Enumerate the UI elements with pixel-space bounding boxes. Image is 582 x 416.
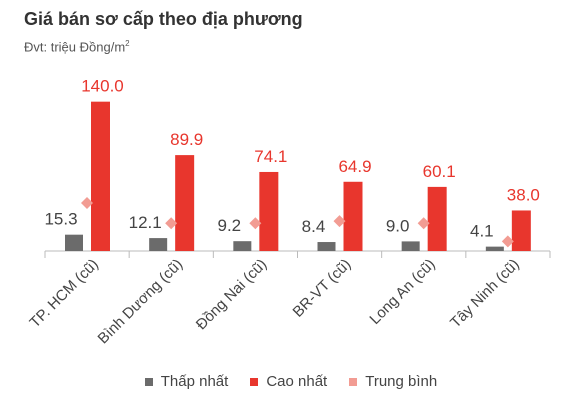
chart-title: Giá bán sơ cấp theo địa phương xyxy=(24,9,303,29)
bar-min xyxy=(485,246,504,251)
bar-max xyxy=(175,155,195,251)
data-label-max: 89.9 xyxy=(170,130,203,149)
bar-min xyxy=(401,241,420,251)
data-label-min: 9.2 xyxy=(218,216,242,235)
bar-chart: 15.3 140.0 TP. HCM (cũ) 12.1 89.9 Bình Dương … xyxy=(26,77,551,348)
marker-avg xyxy=(417,217,430,230)
data-label-max: 140.0 xyxy=(81,77,124,96)
legend-label-min: Thấp nhất xyxy=(160,373,229,390)
data-label-min: 15.3 xyxy=(44,210,77,229)
bar-max xyxy=(91,101,110,252)
bar-max xyxy=(427,186,447,251)
x-tick-label: Tây Ninh (cũ) xyxy=(447,256,523,332)
marker-avg xyxy=(501,235,514,248)
unit-label: Đvt: triệu Đồng/m xyxy=(24,39,126,55)
bar-min xyxy=(317,242,336,251)
marker-avg xyxy=(81,197,93,209)
legend-item-avg: Trung bình xyxy=(349,373,437,390)
marker-avg xyxy=(333,215,346,228)
x-tick-label: Bình Dương (cũ) xyxy=(95,256,187,348)
unit-superscript: 2 xyxy=(125,39,130,48)
data-label-min: 9.0 xyxy=(386,216,410,235)
legend-item-max: Cao nhất xyxy=(250,373,327,390)
legend-label-avg: Trung bình xyxy=(365,373,438,390)
bar-max xyxy=(259,171,279,251)
bar-max xyxy=(343,181,363,251)
bar-max xyxy=(511,210,531,251)
legend: Thấp nhất Cao nhất Trung bình xyxy=(0,373,582,390)
legend-swatch-avg xyxy=(349,377,358,386)
data-label-max: 60.1 xyxy=(423,162,456,181)
legend-item-min: Thấp nhất xyxy=(144,373,229,390)
data-label-min: 8.4 xyxy=(302,217,326,236)
bar-min xyxy=(233,241,252,251)
legend-swatch-min xyxy=(144,377,153,386)
data-label-max: 64.9 xyxy=(338,157,371,176)
bar-min xyxy=(149,238,168,251)
data-label-min: 4.1 xyxy=(470,222,494,241)
x-tick-label: BR-VT (cũ) xyxy=(290,256,355,321)
data-label-max: 74.1 xyxy=(254,147,287,166)
legend-label-max: Cao nhất xyxy=(266,373,328,390)
data-label-max: 38.0 xyxy=(507,185,540,204)
bar-min xyxy=(65,234,83,251)
x-tick-label: Đồng Nai (cũ) xyxy=(193,256,270,333)
chart-subtitle: Đvt: triệu Đồng/m2 xyxy=(24,39,130,54)
legend-swatch-max xyxy=(250,377,259,386)
x-tick-label: Long An (cũ) xyxy=(366,256,438,328)
x-tick-label: TP. HCM (cũ) xyxy=(26,256,101,331)
marker-avg xyxy=(165,217,178,230)
data-label-min: 12.1 xyxy=(129,213,162,232)
marker-avg xyxy=(249,217,262,230)
